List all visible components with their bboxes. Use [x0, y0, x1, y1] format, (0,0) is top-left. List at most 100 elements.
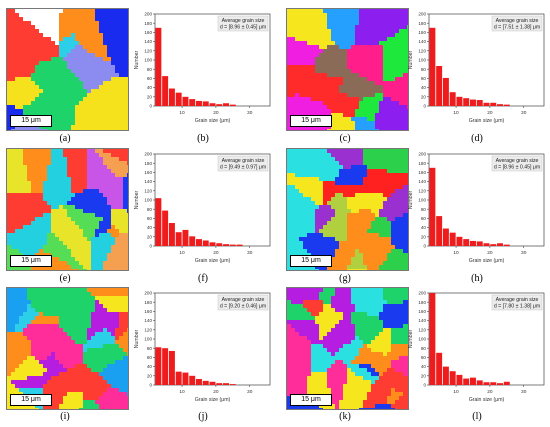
grain-cell — [15, 49, 19, 53]
grain-cell — [15, 304, 19, 308]
grain-cell — [339, 45, 343, 49]
grain-cell — [299, 193, 303, 197]
grain-cell — [75, 113, 79, 117]
grain-cell — [347, 201, 351, 205]
grain-cell — [287, 73, 291, 77]
grain-cell — [351, 193, 355, 197]
grain-cell — [295, 217, 299, 221]
grain-cell — [59, 312, 63, 316]
grain-cell — [343, 129, 347, 130]
grain-cell — [111, 257, 115, 261]
grain-cell — [71, 9, 75, 13]
grain-cell — [347, 89, 351, 93]
grain-cell — [115, 300, 119, 304]
grain-cell — [99, 85, 103, 89]
grain-cell — [375, 185, 379, 189]
grain-cell — [51, 296, 55, 300]
grain-cell — [359, 209, 363, 213]
grain-cell — [19, 89, 23, 93]
grain-cell — [375, 29, 379, 33]
grain-cell — [351, 237, 355, 241]
grain-cell — [107, 189, 111, 193]
grain-cell — [39, 308, 43, 312]
grain-cell — [27, 380, 31, 384]
grain-cell — [387, 153, 391, 157]
grain-cell — [307, 153, 311, 157]
grain-cell — [335, 109, 339, 113]
grain-cell — [11, 69, 15, 73]
grain-cell — [307, 61, 311, 65]
grain-cell — [19, 81, 23, 85]
grain-cell — [51, 332, 55, 336]
grain-cell — [355, 125, 359, 129]
grain-cell — [119, 101, 123, 105]
grain-cell — [331, 197, 335, 201]
grain-cell — [323, 61, 327, 65]
grain-cell — [79, 45, 83, 49]
grain-cell — [339, 181, 343, 185]
grain-cell — [351, 233, 355, 237]
grain-cell — [351, 221, 355, 225]
grain-cell — [39, 125, 43, 129]
grain-cell — [11, 25, 15, 29]
grain-cell — [395, 29, 399, 33]
grain-cell — [319, 77, 323, 81]
grain-cell — [99, 25, 103, 29]
grain-cell — [119, 149, 123, 153]
grain-cell — [111, 265, 115, 269]
grain-cell — [15, 320, 19, 324]
grain-cell — [19, 269, 23, 270]
grain-cell — [407, 245, 408, 249]
grain-cell — [63, 380, 67, 384]
grain-cell — [307, 157, 311, 161]
grain-cell — [59, 197, 63, 201]
grain-cell — [99, 121, 103, 125]
grain-cell — [307, 233, 311, 237]
grain-cell — [115, 400, 119, 404]
grain-cell — [291, 217, 295, 221]
grain-cell — [307, 33, 311, 37]
grain-cell — [407, 97, 408, 101]
grain-cell — [15, 97, 19, 101]
grain-cell — [95, 93, 99, 97]
grain-cell — [111, 376, 115, 380]
grain-cell — [79, 85, 83, 89]
grain-cell — [299, 45, 303, 49]
grain-cell — [51, 73, 55, 77]
grain-cell — [75, 49, 79, 53]
grain-cell — [11, 237, 15, 241]
grain-cell — [55, 209, 59, 213]
grain-cell — [119, 89, 123, 93]
grain-cell — [55, 161, 59, 165]
grain-cell — [71, 149, 75, 153]
grain-cell — [31, 312, 35, 316]
grain-cell — [363, 201, 367, 205]
grain-cell — [347, 269, 351, 270]
grain-cell — [315, 33, 319, 37]
grain-cell — [111, 229, 115, 233]
grain-cell — [107, 400, 111, 404]
grain-cell — [335, 253, 339, 257]
grain-cell — [363, 101, 367, 105]
grain-cell — [327, 93, 331, 97]
grain-cell — [91, 117, 95, 121]
grain-cell — [67, 205, 71, 209]
grain-cell — [91, 352, 95, 356]
grain-cell — [107, 169, 111, 173]
grain-cell — [31, 149, 35, 153]
grain-cell — [19, 376, 23, 380]
grain-cell — [35, 364, 39, 368]
grain-cell — [383, 237, 387, 241]
grain-cell — [331, 261, 335, 265]
grain-cell — [319, 73, 323, 77]
grain-cell — [39, 372, 43, 376]
grain-cell — [99, 372, 103, 376]
grain-cell — [335, 161, 339, 165]
grain-cell — [335, 225, 339, 229]
grain-cell — [391, 33, 395, 37]
grain-cell — [319, 101, 323, 105]
grain-cell — [87, 312, 91, 316]
grain-cell — [111, 97, 115, 101]
grain-cell — [83, 169, 87, 173]
